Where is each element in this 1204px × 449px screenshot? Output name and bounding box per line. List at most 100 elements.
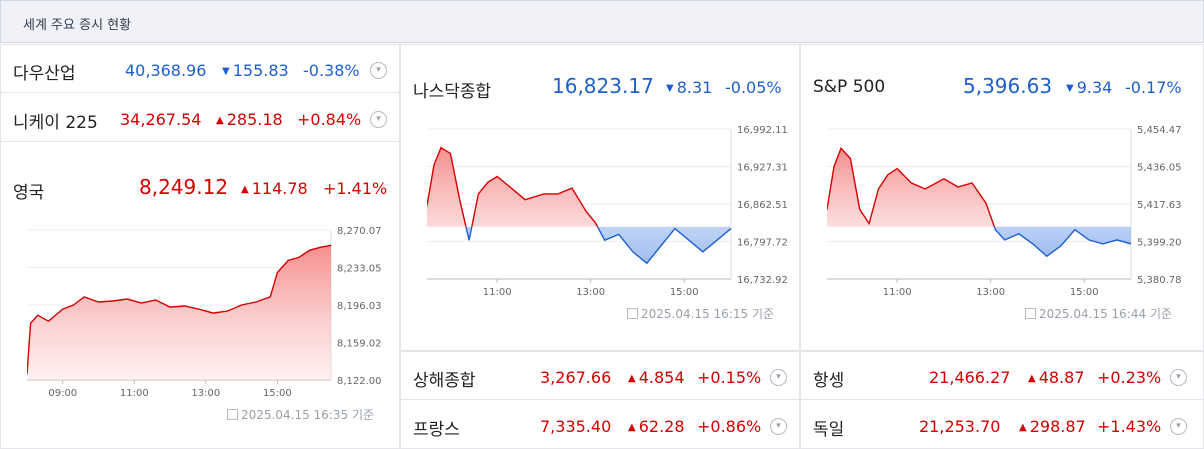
area-fill-up [427, 147, 598, 227]
row-price: 21,253.70 [919, 417, 1001, 436]
featured-change: ▲ 114.78 [241, 179, 308, 198]
row-change: ▲ 298.87 [1019, 417, 1086, 436]
series-line-down [465, 226, 731, 265]
x-tick-label: 11:00 [483, 287, 512, 298]
row-name: 항셍 [813, 371, 845, 391]
y-tick-label: 8,122.00 [337, 376, 382, 387]
row-nikkei[interactable]: 니케이 225 34,267.54 ▲ 285.18 +0.84% ▾ [1, 94, 399, 142]
chevron-down-icon[interactable]: ▾ [770, 418, 787, 435]
y-tick-label: 16,992.11 [737, 125, 788, 136]
series-line-up [427, 146, 599, 227]
y-tick-label: 5,454.47 [1137, 125, 1182, 136]
featured-timestamp: 2025.04.15 16:15 기준 [627, 305, 774, 322]
x-tick-label: 11:00 [120, 388, 149, 399]
panel-left: 다우산업 40,368.96 ▼ 155.83 -0.38% ▾ 니케이 225 … [0, 44, 400, 449]
down-arrow-icon: ▼ [1066, 83, 1074, 94]
y-tick-label: 8,196.03 [337, 301, 382, 312]
chevron-down-icon[interactable]: ▾ [370, 62, 387, 79]
series-line-up [827, 146, 996, 227]
featured-price: 5,396.63 [963, 74, 1053, 98]
panel-nasdaq[interactable]: 나스닥종합 16,823.17 ▼ 8.31 -0.05% 16,992.11 16… [400, 44, 800, 351]
chevron-down-icon[interactable]: ▾ [370, 111, 387, 128]
row-price: 3,267.66 [540, 368, 612, 387]
area-fill-up [27, 245, 331, 380]
featured-price: 8,249.12 [139, 175, 229, 199]
row-germany[interactable]: 독일 21,253.70 ▲ 298.87 +1.43% ▾ [801, 401, 1203, 449]
featured-name: 영국 [13, 183, 45, 203]
featured-timestamp: 2025.04.15 16:35 기준 [227, 406, 374, 423]
row-name: 상해종합 [413, 371, 476, 391]
featured-uk[interactable]: 영국 8,249.12 ▲ 114.78 +1.41% 8,270.07 8,233… [1, 144, 399, 449]
chart-uk: 8,270.07 8,233.05 8,196.03 8,159.02 8,122.00… [27, 226, 382, 399]
row-name: 니케이 225 [13, 113, 98, 133]
featured-price: 16,823.17 [552, 74, 654, 98]
row-change: ▼ 155.83 [222, 61, 289, 80]
calendar-icon [627, 308, 638, 319]
area-fill-down [994, 226, 1131, 257]
row-pct: +0.23% [1097, 368, 1162, 387]
y-tick-label: 8,270.07 [337, 226, 382, 237]
up-arrow-icon: ▲ [1019, 422, 1027, 433]
x-tick-label: 09:00 [48, 388, 77, 399]
row-change: ▲ 48.87 [1028, 368, 1085, 387]
calendar-icon [227, 409, 238, 420]
featured-timestamp: 2025.04.15 16:44 기준 [1025, 305, 1172, 322]
x-tick-label: 15:00 [263, 388, 292, 399]
down-arrow-icon: ▼ [222, 66, 230, 77]
y-tick-label: 5,417.63 [1137, 200, 1182, 211]
row-change: ▲ 62.28 [628, 417, 685, 436]
y-tick-label: 5,380.78 [1137, 275, 1182, 286]
row-pct: +0.15% [697, 368, 762, 387]
featured-pct: -0.17% [1125, 78, 1182, 97]
row-pct: +0.86% [697, 417, 762, 436]
panel-bottom-middle: 상해종합 3,267.66 ▲ 4.854 +0.15% ▾ 프랑스 7,335.… [400, 351, 800, 449]
row-change: ▲ 4.854 [628, 368, 685, 387]
header-bar: 세계 주요 증시 현황 [0, 0, 1204, 43]
row-price: 21,466.27 [929, 368, 1011, 387]
up-arrow-icon: ▲ [1028, 373, 1036, 384]
row-pct: -0.38% [303, 61, 360, 80]
row-price: 34,267.54 [120, 110, 202, 129]
y-tick-label: 5,399.20 [1137, 238, 1182, 249]
panel-bottom-right: 항셍 21,466.27 ▲ 48.87 +0.23% ▾ 독일 21,253.7… [800, 351, 1204, 449]
chevron-down-icon[interactable]: ▾ [1170, 418, 1187, 435]
calendar-icon [1025, 308, 1036, 319]
chevron-down-icon[interactable]: ▾ [770, 369, 787, 386]
up-arrow-icon: ▲ [628, 422, 636, 433]
row-price: 7,335.40 [540, 417, 612, 436]
row-price: 40,368.96 [125, 61, 207, 80]
up-arrow-icon: ▲ [241, 184, 249, 195]
y-tick-label: 16,732.92 [737, 275, 788, 286]
panel-sp500[interactable]: S&P 500 5,396.63 ▼ 9.34 -0.17% 5,454.47 5,… [800, 44, 1204, 351]
up-arrow-icon: ▲ [216, 115, 224, 126]
x-tick-label: 15:00 [1070, 287, 1099, 298]
row-name: 프랑스 [413, 420, 460, 440]
series-line-up [27, 244, 331, 374]
row-hangseng[interactable]: 항셍 21,466.27 ▲ 48.87 +0.23% ▾ [801, 352, 1203, 400]
row-shanghai[interactable]: 상해종합 3,267.66 ▲ 4.854 +0.15% ▾ [401, 352, 799, 400]
featured-name: 나스닥종합 [413, 82, 492, 102]
row-pct: +1.43% [1097, 417, 1162, 436]
x-tick-label: 13:00 [976, 287, 1005, 298]
x-tick-label: 15:00 [670, 287, 699, 298]
down-arrow-icon: ▼ [666, 83, 674, 94]
row-name: 다우산업 [13, 64, 76, 84]
y-tick-label: 8,233.05 [337, 264, 382, 275]
row-dow[interactable]: 다우산업 40,368.96 ▼ 155.83 -0.38% ▾ [1, 45, 399, 93]
featured-pct: -0.05% [725, 78, 782, 97]
chart-nasdaq: 16,992.11 16,927.31 16,862.51 16,797.72 16,7… [427, 125, 788, 298]
row-france[interactable]: 프랑스 7,335.40 ▲ 62.28 +0.86% ▾ [401, 401, 799, 449]
y-tick-label: 8,159.02 [337, 339, 382, 350]
area-fill-up [827, 148, 1131, 227]
row-pct: +0.84% [297, 110, 362, 129]
row-name: 독일 [813, 420, 845, 440]
x-tick-label: 13:00 [576, 287, 605, 298]
featured-change: ▼ 9.34 [1066, 78, 1113, 97]
y-tick-label: 5,436.05 [1137, 163, 1182, 174]
y-tick-label: 16,797.72 [737, 238, 788, 249]
up-arrow-icon: ▲ [628, 373, 636, 384]
chevron-down-icon[interactable]: ▾ [1170, 369, 1187, 386]
featured-change: ▼ 8.31 [666, 78, 713, 97]
row-change: ▲ 285.18 [216, 110, 283, 129]
x-tick-label: 13:00 [191, 388, 220, 399]
